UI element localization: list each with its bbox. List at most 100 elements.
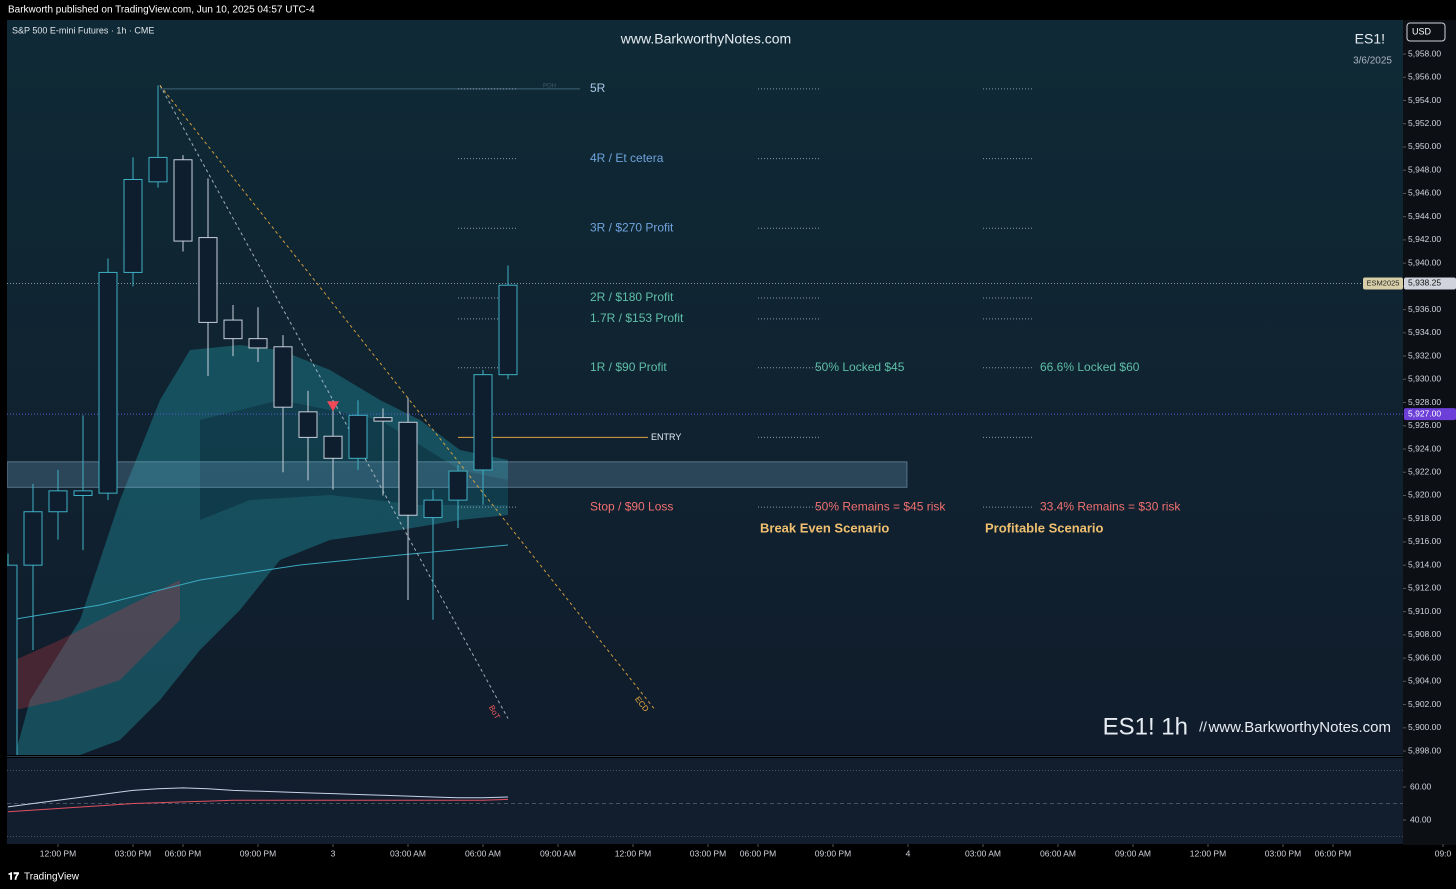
currency: USD [1412,26,1432,36]
footer-ticker: ES1! 1h [1103,713,1188,740]
moving-average [9,544,509,621]
top-bar [0,0,1456,20]
y-tick-label: 5,920.00 [1408,490,1441,500]
y-tick-label: 5,930.00 [1408,374,1441,384]
price-tag [1404,277,1456,290]
y-tick-label: 5,950.00 [1408,141,1441,151]
y-tick-label: 5,910.00 [1408,606,1441,616]
oscillator-area [7,758,1403,844]
candle-body [48,490,68,513]
y-tick-label: 5,952.00 [1408,118,1441,128]
y-tick-label: 5,934.00 [1408,327,1441,337]
candle-body [173,159,193,242]
logo: 𝟏𝟕 [8,872,20,883]
oscillator-line [7,798,509,813]
scenario-locked: 50% Locked $45 [815,360,905,374]
scenario-remains: 50% Remains = $45 risk [815,499,946,513]
price-tag-label: 5,938.25 [1408,278,1441,288]
x-tick-label: 03:00 PM [1265,848,1301,858]
oscillator-tick-label: 60.00 [1410,781,1432,791]
y-tick-label: 5,898.00 [1408,745,1441,755]
candle-body [348,414,368,459]
scenario-title: Profitable Scenario [985,521,1104,536]
x-tick-label: 3 [331,848,336,858]
x-tick-label: 12:00 PM [1190,848,1226,858]
candle-body [123,178,143,273]
candle-body [273,346,293,408]
level-label: 1R / $90 Profit [590,360,667,374]
level-label: 5R [590,81,606,95]
x-tick-label: 09:00 PM [240,848,276,858]
price-axis [1403,20,1456,845]
price-tag-label: 5,927.00 [1408,408,1441,418]
x-tick-label: 4 [906,848,911,858]
candle-body [473,374,493,471]
candle-body [73,490,93,496]
scenario-locked: 66.6% Locked $60 [1040,360,1140,374]
x-tick-label: 09:00 PM [815,848,851,858]
x-tick-label: 12:00 PM [40,848,76,858]
y-tick-label: 5,936.00 [1408,304,1441,314]
level-label: 3R / $270 Profit [590,220,674,234]
brand: TradingView [24,872,80,883]
y-tick-label: 5,948.00 [1408,164,1441,174]
y-tick-label: 5,922.00 [1408,466,1441,476]
x-tick-label: 03:00 AM [390,848,426,858]
x-tick-label: 06:00 AM [465,848,501,858]
footer-separator: // [1199,719,1207,735]
scenario-remains: 33.4% Remains = $30 risk [1040,499,1181,513]
y-tick-label: 5,918.00 [1408,513,1441,523]
bottom-bar [0,866,1456,889]
y-tick-label: 5,916.00 [1408,536,1441,546]
candle-body [7,564,18,755]
y-tick-label: 5,924.00 [1408,443,1441,453]
y-tick-label: 5,904.00 [1408,676,1441,686]
level-label: 1.7R / $153 Profit [590,311,684,325]
y-tick-label: 5,912.00 [1408,583,1441,593]
level-label: ENTRY [651,432,681,442]
y-tick-label: 5,900.00 [1408,722,1441,732]
x-tick-label: 06:00 PM [1315,848,1351,858]
candle-body [298,411,318,438]
scenario-title: Break Even Scenario [760,521,889,536]
y-tick-label: 5,914.00 [1408,559,1441,569]
x-tick-label: 06:00 PM [740,848,776,858]
publisher: Barkworth published on TradingView.com, … [8,5,315,16]
x-tick-label: 09:00 AM [540,848,576,858]
y-tick-label: 5,906.00 [1408,652,1441,662]
watermark: www.BarkworthyNotes.com [620,31,791,47]
oscillator-line [7,787,509,808]
x-tick-label: 09:0 [1435,848,1452,858]
y-tick-label: 5,908.00 [1408,629,1441,639]
candle-body [448,470,468,501]
signal-marker [327,401,339,412]
y-tick-label: 5,946.00 [1408,188,1441,198]
candle-body [323,435,343,459]
ticker: ES1! [1355,31,1385,47]
x-tick-label: 06:00 AM [1040,848,1076,858]
y-tick-label: 5,944.00 [1408,211,1441,221]
x-tick-label: 03:00 PM [115,848,151,858]
candle-body [423,499,443,519]
y-tick-label: 5,942.00 [1408,234,1441,244]
level-label: 4R / Et cetera [590,151,664,165]
x-tick-label: 09:00 AM [1115,848,1151,858]
candle-body [223,319,243,340]
poh-label: POH [543,83,556,89]
candle-body [148,156,168,183]
price-tag-name: ESM2025 [1367,278,1400,287]
y-tick-label: 5,956.00 [1408,72,1441,82]
y-tick-label: 5,928.00 [1408,397,1441,407]
candle-body [373,417,393,422]
price-tag-name-box [1363,277,1403,290]
date: 3/6/2025 [1353,56,1392,67]
candle-body [98,271,118,494]
y-tick-label: 5,958.00 [1408,48,1441,58]
candle-body [23,511,43,566]
footer-site: www.BarkworthyNotes.com [1207,719,1391,736]
cloud-red [15,580,180,710]
y-tick-label: 5,954.00 [1408,95,1441,105]
x-tick-label: 03:00 PM [690,848,726,858]
candle-body [398,421,418,516]
